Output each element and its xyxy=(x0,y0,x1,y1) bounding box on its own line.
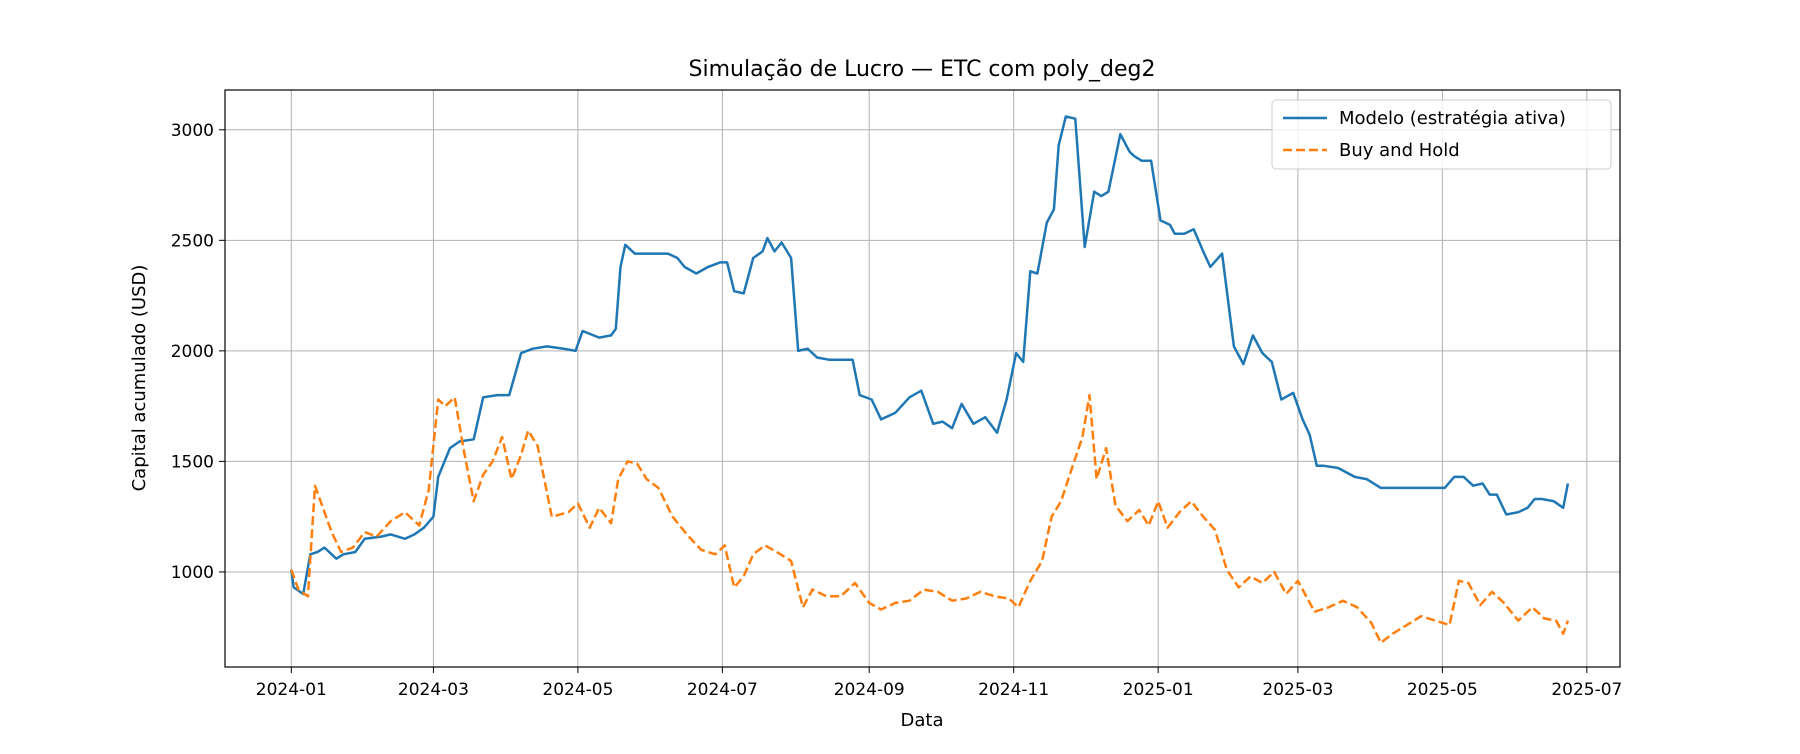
grid xyxy=(225,90,1620,667)
legend: Modelo (estratégia ativa) Buy and Hold xyxy=(1271,99,1612,170)
x-tick-label: 2024-03 xyxy=(398,680,469,700)
x-tick-label: 2025-05 xyxy=(1407,680,1478,700)
series-group xyxy=(290,115,1570,644)
x-tick-label: 2024-11 xyxy=(978,680,1049,700)
legend-box xyxy=(1271,99,1612,170)
y-tick-label: 3000 xyxy=(171,121,214,141)
legend-label-buy-and-hold: Buy and Hold xyxy=(1339,140,1460,161)
series-line-buy-and-hold xyxy=(290,393,1570,644)
x-tick-label: 2024-01 xyxy=(256,680,327,700)
series-line-modelo xyxy=(290,115,1570,596)
y-tick-label: 2000 xyxy=(171,342,214,362)
y-axis-label: Capital acumulado (USD) xyxy=(129,265,150,492)
x-tick-label: 2024-07 xyxy=(687,680,758,700)
legend-label-modelo: Modelo (estratégia ativa) xyxy=(1339,108,1566,129)
y-tick-label: 1500 xyxy=(171,452,214,472)
x-tick-label: 2025-07 xyxy=(1551,680,1622,700)
y-tick-label: 2500 xyxy=(171,231,214,251)
x-tick-label: 2025-01 xyxy=(1123,680,1194,700)
y-axis: 1000 1500 2000 2500 3000 xyxy=(171,121,225,583)
y-tick-label: 1000 xyxy=(171,563,214,583)
x-tick-label: 2024-09 xyxy=(834,680,905,700)
plot-frame xyxy=(224,89,1621,668)
x-axis: 2024-01 2024-03 2024-05 2024-07 2024-09 2024-… xyxy=(256,667,1622,700)
x-axis-label: Data xyxy=(901,710,944,731)
x-tick-label: 2025-03 xyxy=(1262,680,1333,700)
chart-title: Simulação de Lucro — ETC com poly_deg2 xyxy=(689,57,1156,82)
x-tick-label: 2024-05 xyxy=(542,680,613,700)
